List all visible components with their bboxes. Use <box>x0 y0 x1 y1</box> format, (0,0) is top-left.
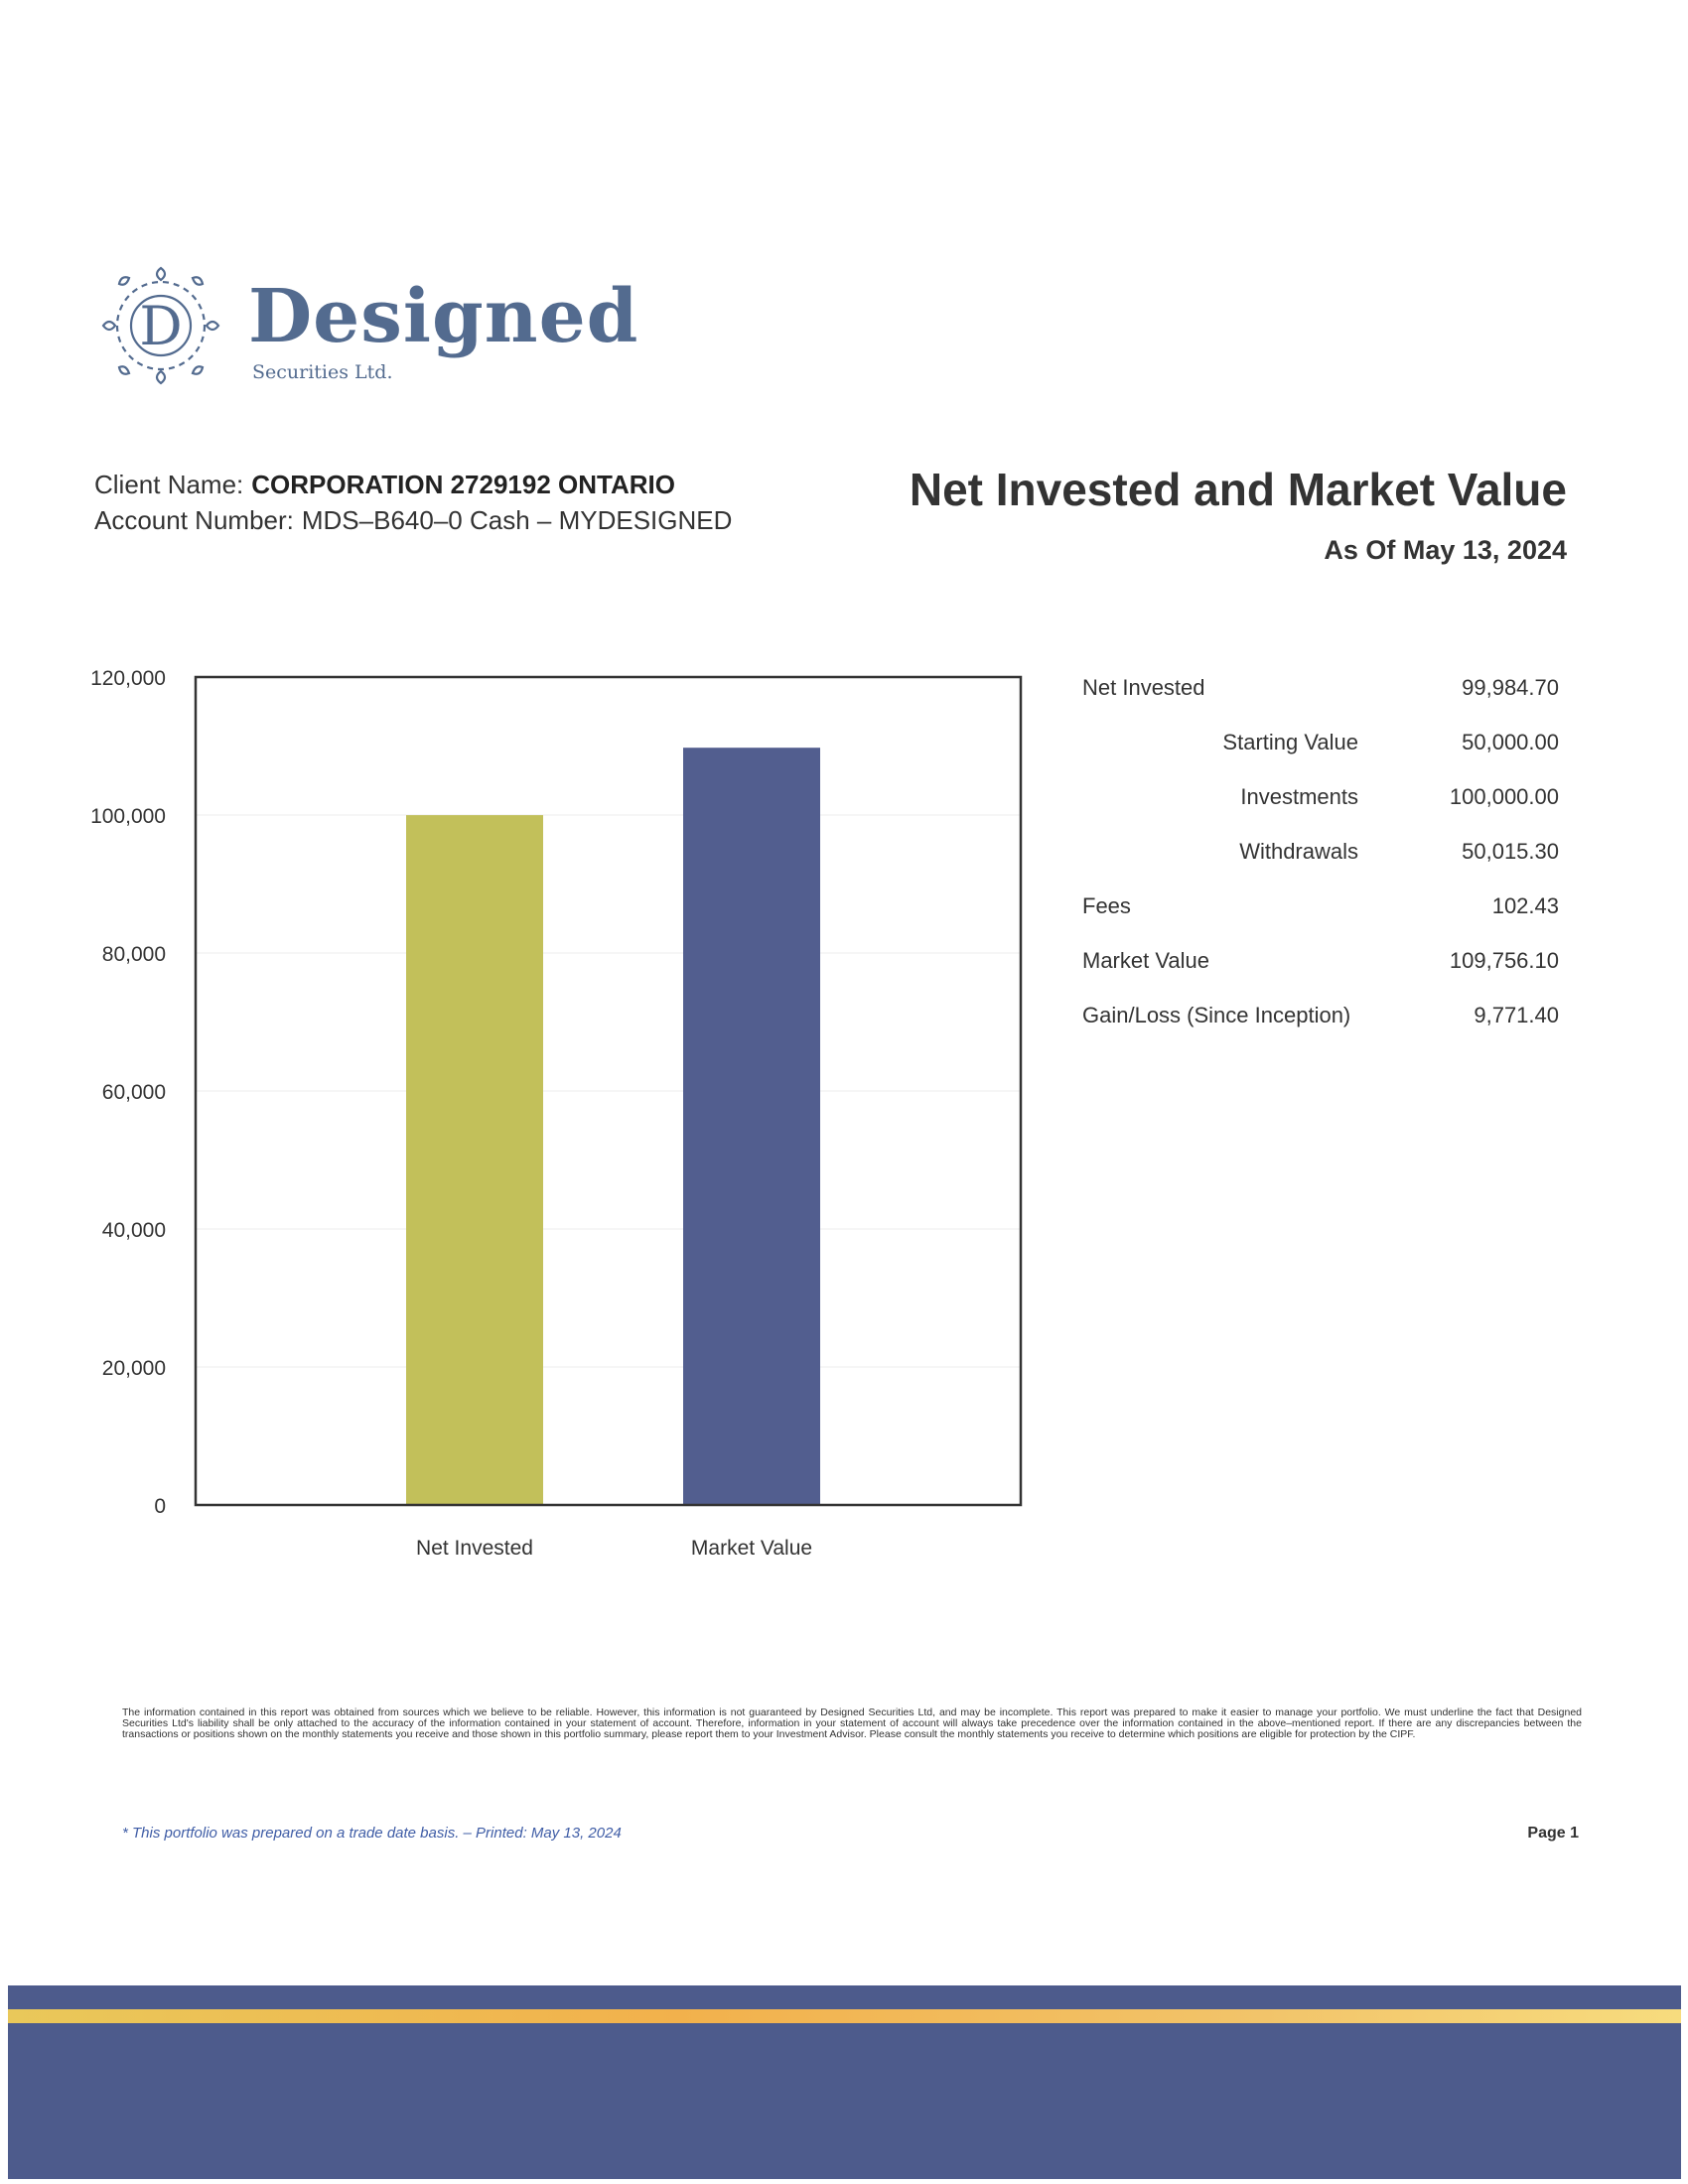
company-name: Designed <box>248 274 639 359</box>
bar <box>683 748 820 1505</box>
summary-label: Gain/Loss (Since Inception) <box>1082 1003 1351 1027</box>
report-title: Net Invested and Market Value <box>909 464 1567 515</box>
company-logo: D Designed Securities Ltd. <box>89 258 645 407</box>
plot-frame <box>194 675 1023 1507</box>
summary-value: 109,756.10 <box>1449 948 1559 973</box>
y-tick-label: 100,000 <box>90 805 166 828</box>
client-name-value: CORPORATION 2729192 ONTARIO <box>251 470 675 499</box>
report-date: As Of May 13, 2024 <box>1324 535 1567 565</box>
logo-emblem-icon: D <box>101 266 220 385</box>
summary-value: 100,000.00 <box>1449 784 1559 809</box>
footer-band <box>8 1985 1681 2179</box>
summary-label: Withdrawals <box>1239 839 1358 864</box>
summary-value: 102.43 <box>1491 893 1559 918</box>
bar-chart-svg: 0 20,000 40,000 60,000 80,000 100,000 120,000 N… <box>90 667 1023 1560</box>
company-subtitle: Securities Ltd. <box>252 361 393 383</box>
summary-value: 99,984.70 <box>1462 675 1559 700</box>
summary-row: Gain/Loss (Since Inception) 9,771.40 <box>1082 1003 1569 1057</box>
account-number-row: Account Number: MDS–B640–0 Cash – MYDESIG… <box>94 502 732 538</box>
summary-row: Investments 100,000.00 <box>1082 784 1569 839</box>
y-tick-label: 60,000 <box>102 1081 166 1104</box>
trade-date-note: * This portfolio was prepared on a trade… <box>122 1825 622 1842</box>
summary-row: Net Invested 99,984.70 <box>1082 675 1569 730</box>
summary-value: 50,000.00 <box>1462 730 1559 754</box>
y-tick-label: 0 <box>154 1495 166 1518</box>
footer-stripe <box>8 2009 1681 2023</box>
disclaimer-text: The information contained in this report… <box>122 1706 1582 1740</box>
summary-row: Withdrawals 50,015.30 <box>1082 839 1569 893</box>
svg-text:D: D <box>139 295 182 357</box>
summary-label: Market Value <box>1082 948 1209 973</box>
summary-label: Fees <box>1082 893 1131 918</box>
summary-label: Starting Value <box>1222 730 1358 754</box>
bar <box>406 815 543 1505</box>
y-tick-label: 80,000 <box>102 943 166 966</box>
y-tick-label: 40,000 <box>102 1219 166 1242</box>
summary-table: Net Invested 99,984.70 Starting Value 50,00… <box>1082 675 1569 1057</box>
bar-chart: 0 20,000 40,000 60,000 80,000 100,000 120,000 N… <box>60 655 1033 1573</box>
y-tick-label: 20,000 <box>102 1357 166 1380</box>
y-tick-label: 120,000 <box>90 667 166 690</box>
account-number-value: MDS–B640–0 Cash – MYDESIGNED <box>301 505 733 535</box>
x-category-label: Net Invested <box>416 1537 533 1560</box>
account-number-label: Account Number: <box>94 505 294 535</box>
client-info: Client Name: CORPORATION 2729192 ONTARIO … <box>94 467 732 538</box>
summary-row: Fees 102.43 <box>1082 893 1569 948</box>
summary-label: Investments <box>1240 784 1358 809</box>
summary-value: 50,015.30 <box>1462 839 1559 864</box>
summary-row: Starting Value 50,000.00 <box>1082 730 1569 784</box>
summary-value: 9,771.40 <box>1474 1003 1559 1027</box>
page-number: Page 1 <box>1527 1825 1579 1842</box>
client-name-row: Client Name: CORPORATION 2729192 ONTARIO <box>94 467 732 502</box>
client-name-label: Client Name: <box>94 470 244 499</box>
summary-label: Net Invested <box>1082 675 1205 700</box>
x-category-label: Market Value <box>691 1537 812 1560</box>
summary-row: Market Value 109,756.10 <box>1082 948 1569 1003</box>
